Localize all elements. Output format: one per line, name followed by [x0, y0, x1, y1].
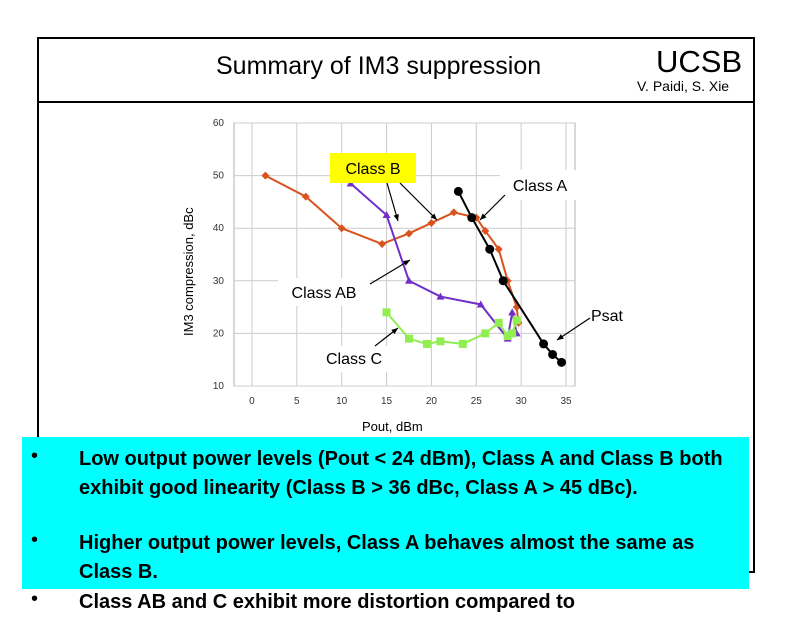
- data-point: [498, 276, 508, 286]
- data-point: [404, 334, 413, 343]
- data-point: [427, 218, 436, 227]
- data-point: [476, 300, 485, 308]
- annotation-arrowhead: [391, 328, 398, 335]
- data-point: [485, 244, 495, 254]
- annotation-class-b: Class B: [330, 153, 438, 222]
- annotation-box: [585, 302, 631, 328]
- bullet-text: Higher output power levels, Class A beha…: [79, 532, 695, 583]
- annotation-arrowhead: [480, 213, 487, 220]
- annotation-box: [278, 278, 370, 306]
- annotation-label: Class AB: [292, 285, 357, 302]
- data-point: [382, 308, 391, 317]
- annotation-label: Class B: [345, 161, 400, 178]
- data-point: [508, 308, 517, 316]
- x-tick-label: 35: [560, 396, 572, 407]
- series-class-c: [382, 308, 521, 348]
- x-axis-label: Pout, dBm: [362, 419, 423, 434]
- data-point: [337, 224, 346, 233]
- data-point: [508, 329, 517, 338]
- x-tick-label: 15: [381, 396, 393, 407]
- bullet-marker: •: [31, 445, 39, 467]
- x-tick-label: 20: [426, 396, 438, 407]
- y-tick-label: 20: [213, 328, 225, 339]
- bullet-marker: •: [31, 529, 39, 551]
- bullet-box: • Low output power levels (Pout < 24 dBm…: [22, 437, 749, 589]
- y-axis-label: IM3 compression, dBc: [181, 207, 196, 336]
- y-tick-label: 40: [213, 223, 225, 234]
- data-point: [422, 339, 431, 348]
- annotation-label: Class A: [513, 178, 568, 195]
- x-tick-label: 0: [249, 396, 255, 407]
- x-tick-label: 10: [336, 396, 348, 407]
- data-point: [382, 211, 391, 219]
- annotation-arrowhead: [557, 334, 564, 340]
- annotation-arrow: [399, 182, 438, 221]
- y-tick-label: 10: [213, 381, 225, 392]
- annotation-arrowhead: [430, 213, 437, 220]
- annotation-box: [330, 153, 416, 183]
- data-point: [512, 316, 521, 325]
- data-point: [503, 332, 512, 341]
- annotation-arrow: [556, 317, 591, 341]
- data-point: [436, 337, 445, 346]
- bullet-text: Class AB and C exhibit more distortion c…: [79, 591, 575, 613]
- data-point: [378, 239, 387, 248]
- series-line: [349, 182, 518, 342]
- data-point: [301, 192, 310, 201]
- x-tick-label: 5: [294, 396, 300, 407]
- annotation-arrow: [369, 259, 411, 285]
- data-point: [467, 213, 477, 223]
- data-point: [458, 339, 467, 348]
- annotation-label: Class C: [326, 351, 382, 368]
- data-point: [404, 276, 413, 284]
- annotation-class-c: Class C: [310, 327, 399, 372]
- bullet-marker: •: [31, 588, 39, 610]
- brand-label: UCSB: [656, 44, 743, 79]
- y-tick-label: 60: [213, 118, 225, 129]
- x-tick-label: 25: [471, 396, 483, 407]
- y-tick-label: 30: [213, 276, 225, 287]
- annotation-box: [310, 346, 392, 372]
- slide-title: Summary of IM3 suppression: [216, 52, 542, 80]
- annotation-psat: Psat: [556, 302, 631, 341]
- data-point: [557, 357, 567, 367]
- annotation-box: [500, 170, 580, 200]
- y-tick-label: 50: [213, 171, 225, 182]
- data-point: [494, 318, 503, 327]
- data-point: [449, 208, 458, 217]
- data-point: [453, 186, 463, 196]
- data-point: [261, 171, 270, 180]
- data-point: [494, 245, 503, 254]
- series-class-a: [453, 186, 567, 367]
- authors-label: V. Paidi, S. Xie: [637, 78, 730, 94]
- data-point: [404, 229, 413, 238]
- header-divider: [37, 101, 755, 103]
- annotation-class-ab: Class AB: [278, 259, 411, 306]
- annotation-arrow: [386, 182, 399, 222]
- plot-area: [233, 122, 576, 387]
- data-point: [481, 226, 490, 235]
- annotation-label: Psat: [591, 308, 624, 325]
- data-point: [436, 292, 445, 300]
- bullet-text: Low output power levels (Pout < 24 dBm),…: [79, 448, 723, 499]
- annotation-arrowhead: [393, 214, 399, 221]
- x-tick-label: 30: [516, 396, 528, 407]
- bullet-item: • Class AB and C exhibit more distortion…: [22, 588, 792, 613]
- annotation-class-a: Class A: [479, 170, 580, 221]
- data-point: [481, 329, 490, 338]
- data-point: [548, 349, 558, 359]
- annotation-arrowhead: [403, 260, 410, 266]
- data-point: [539, 339, 549, 349]
